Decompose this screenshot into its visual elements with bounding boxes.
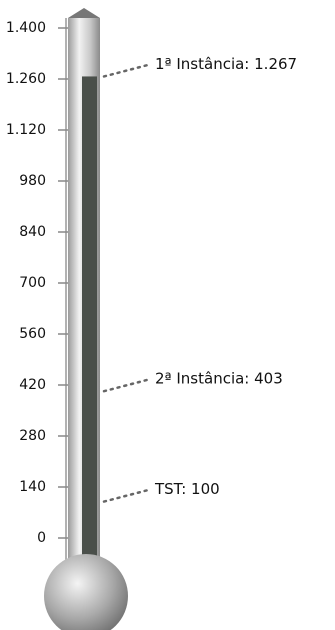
y-tick-label: 280 bbox=[19, 428, 46, 444]
y-tick-label: 560 bbox=[19, 326, 46, 342]
mercury bbox=[82, 76, 97, 580]
y-tick-label: 1.400 bbox=[6, 20, 46, 36]
value-label: 2ª Instância: 403 bbox=[155, 370, 283, 388]
value-label: 1ª Instância: 1.267 bbox=[155, 55, 297, 73]
y-tick-label: 1.120 bbox=[6, 122, 46, 138]
annotation-leader bbox=[102, 488, 152, 503]
bulb bbox=[44, 554, 128, 630]
y-tick-label: 420 bbox=[19, 377, 46, 393]
y-tick-label: 980 bbox=[19, 173, 46, 189]
y-tick-label: 700 bbox=[19, 275, 46, 291]
annotation-leader bbox=[102, 377, 152, 393]
annotation-leader bbox=[102, 63, 152, 78]
value-label: TST: 100 bbox=[154, 480, 220, 498]
y-tick-label: 0 bbox=[37, 530, 46, 546]
tube-tip bbox=[68, 8, 100, 18]
y-tick-label: 1.260 bbox=[6, 71, 46, 87]
y-tick-label: 840 bbox=[19, 224, 46, 240]
y-tick-label: 140 bbox=[19, 479, 46, 495]
